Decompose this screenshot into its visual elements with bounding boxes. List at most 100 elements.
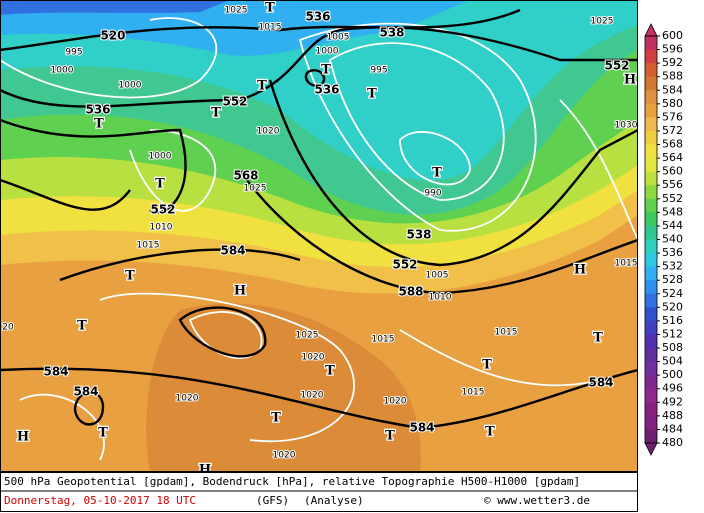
pressure-center: T xyxy=(257,79,267,94)
colorbar-band xyxy=(645,130,657,146)
pressure-center: H xyxy=(624,73,636,88)
pressure-center: T xyxy=(77,319,87,334)
pressure-center: H xyxy=(574,263,586,278)
colorbar-label: 536 xyxy=(662,246,683,259)
contour-label: 538 xyxy=(406,228,431,242)
contour-label: 536 xyxy=(85,103,110,117)
contour-label: 552 xyxy=(392,258,417,272)
contour-label: 1015 xyxy=(462,388,485,398)
pressure-center: T xyxy=(485,425,495,440)
colorbar-band xyxy=(645,90,657,105)
contour-label: 1025 xyxy=(244,184,267,194)
colorbar-band xyxy=(645,117,657,132)
colorbar-band xyxy=(645,348,657,363)
contour-label: 584 xyxy=(73,385,98,399)
contour-label: 538 xyxy=(379,26,404,40)
contour-label: 995 xyxy=(370,66,387,76)
colorbar-band xyxy=(645,280,657,295)
contour-label: 584 xyxy=(220,244,245,258)
colorbar-band xyxy=(645,63,657,78)
contour-label: 588 xyxy=(398,285,423,299)
geopotential-lines xyxy=(0,8,638,430)
pressure-center: T xyxy=(432,166,442,181)
footer-credit: © www.wetter3.de xyxy=(484,494,590,507)
contour-label: 1015 xyxy=(495,328,518,338)
contour-label: 1020 xyxy=(257,127,280,137)
colorbar-band xyxy=(645,36,657,51)
pressure-center: T xyxy=(321,63,331,78)
pressure-center: H xyxy=(234,284,246,299)
contour-label: 1015 xyxy=(372,335,395,345)
pressure-center: T xyxy=(385,429,395,444)
contour-label: 1010 xyxy=(150,223,173,233)
colorbar-band xyxy=(645,144,657,159)
contour-label: 1025 xyxy=(296,331,319,341)
colorbar-label: 556 xyxy=(662,178,683,191)
pressure-center: T xyxy=(271,411,281,426)
contour-label: 1020 xyxy=(302,353,325,363)
colorbar-top-arrow xyxy=(644,23,658,37)
contour-label: 1015 xyxy=(615,259,638,269)
pressure-center: H xyxy=(199,463,211,478)
colorbar-band xyxy=(645,49,657,64)
contour-label: 1010 xyxy=(429,293,452,303)
contour-label: 536 xyxy=(305,10,330,24)
colorbar-label: 544 xyxy=(662,219,683,232)
colorbar-label: 596 xyxy=(662,43,683,56)
colorbar-label: 480 xyxy=(662,436,683,449)
colorbar-label: 540 xyxy=(662,233,683,246)
colorbar-label: 548 xyxy=(662,205,683,218)
contour-label: 1020 xyxy=(273,451,296,461)
colorbar-label: 564 xyxy=(662,151,683,164)
colorbar-band xyxy=(645,307,657,322)
colorbar-band xyxy=(645,198,657,213)
colorbar-label: 580 xyxy=(662,97,683,110)
colorbar-band xyxy=(645,429,657,444)
contour-label: 995 xyxy=(65,48,82,58)
contour-label: 536 xyxy=(314,83,339,97)
contour-label: 552 xyxy=(604,59,629,73)
footer-box xyxy=(0,472,638,512)
colorbar-band xyxy=(645,361,657,376)
contour-label: 552 xyxy=(150,203,175,217)
colorbar-band xyxy=(645,158,657,173)
colorbar-band xyxy=(645,239,657,254)
contour-label: 1020 xyxy=(301,391,324,401)
colorbar-band xyxy=(645,388,657,403)
contour-label: 520 xyxy=(100,29,125,43)
colorbar-band xyxy=(645,402,657,417)
contour-label: 1000 xyxy=(149,152,172,162)
colorbar-label: 512 xyxy=(662,327,683,340)
colorbar-band xyxy=(645,293,657,308)
map: 520 536 538 552 536 552 536 568 552 584 538 552 588 5… xyxy=(0,0,638,478)
colorbar-label: 560 xyxy=(662,165,683,178)
colorbar-band xyxy=(645,320,657,335)
contour-label: 1020 xyxy=(176,394,199,404)
colorbar-band xyxy=(645,212,657,227)
contour-label: 20 xyxy=(2,323,14,333)
contour-label: 1000 xyxy=(119,81,142,91)
colorbar-label: 572 xyxy=(662,124,683,137)
contour-label: 1005 xyxy=(327,33,350,43)
footer-model: (GFS) xyxy=(256,494,289,507)
colorbar-label: 500 xyxy=(662,368,683,381)
contour-label: 584 xyxy=(588,376,613,390)
isobars xyxy=(0,17,638,461)
contour-label: 568 xyxy=(233,169,258,183)
colorbar-label: 520 xyxy=(662,300,683,313)
contour-label: 1025 xyxy=(225,6,248,16)
colorbar-bottom-arrow xyxy=(644,442,658,456)
colorbar-label: 600 xyxy=(662,29,683,42)
colorbar-band xyxy=(645,76,657,91)
colorbar-band xyxy=(645,415,657,430)
contour-label: 1015 xyxy=(259,23,282,33)
contour-label: 1000 xyxy=(316,47,339,57)
colorbar-label: 484 xyxy=(662,422,683,435)
contour-label: 552 xyxy=(222,95,247,109)
colorbar-band xyxy=(645,103,657,118)
colorbar-band xyxy=(645,334,657,349)
colorbar-band xyxy=(645,225,657,240)
pressure-center: T xyxy=(367,87,377,102)
colorbar-label: 492 xyxy=(662,395,683,408)
colorbar-label: 488 xyxy=(662,409,683,422)
